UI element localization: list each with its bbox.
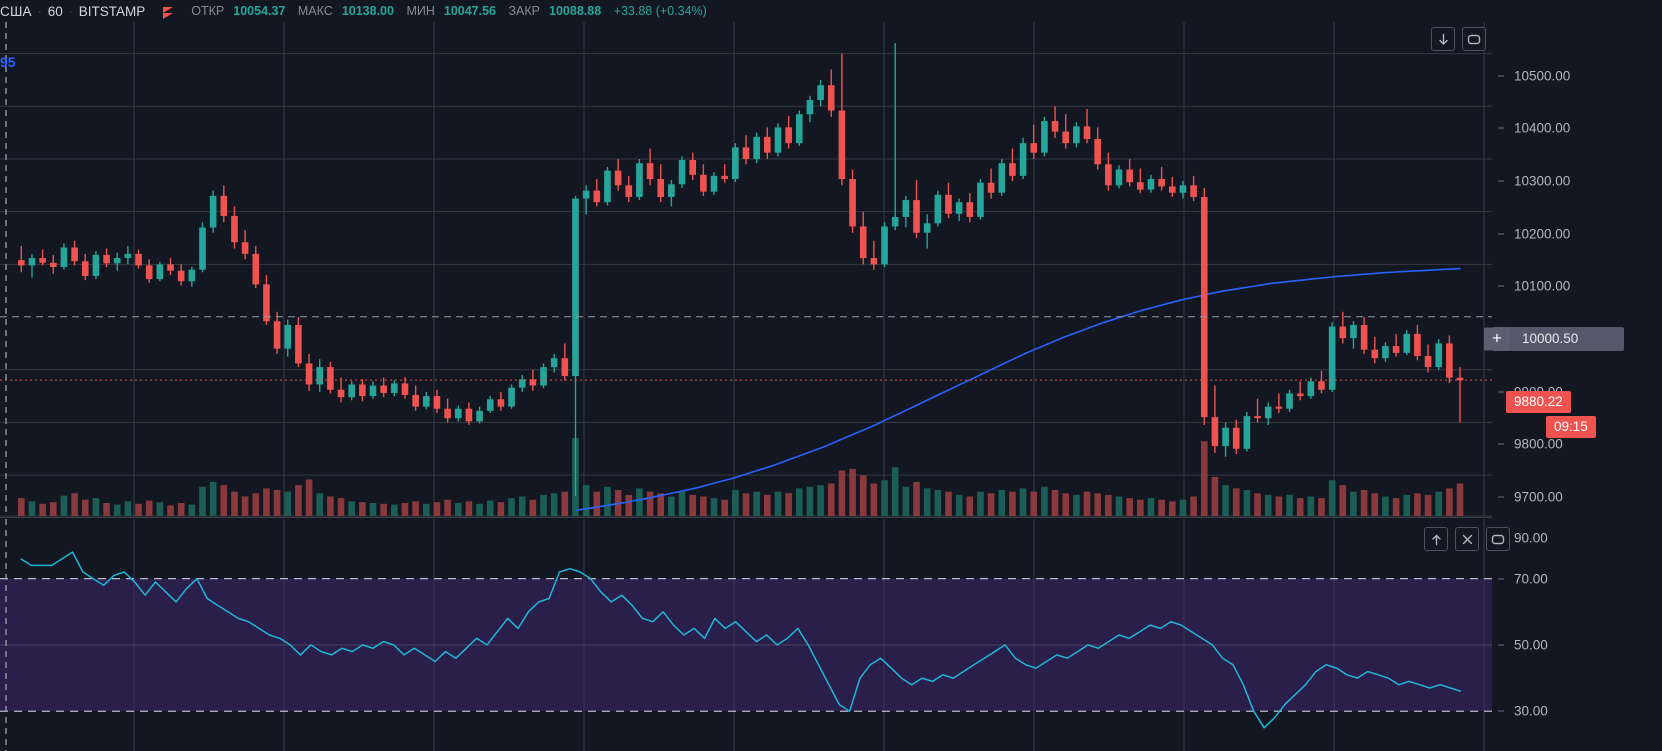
price-axis-tick-label: 10400.00 [1514, 120, 1571, 136]
maximize-icon [1491, 533, 1505, 546]
price-axis-tick-label: 9700.00 [1514, 489, 1563, 505]
rsi-axis[interactable]: 70.00 50.00 30.00 [1492, 519, 1662, 751]
price-axis-tick-label: 9800.00 [1514, 436, 1563, 452]
maximize-pane-button[interactable] [1486, 527, 1510, 551]
legend-separator: · [37, 4, 42, 18]
rsi-plot-area[interactable] [0, 519, 1492, 751]
price-axis-tick-label: 10100.00 [1514, 278, 1571, 294]
countdown-time-label: 09:15 [1546, 416, 1596, 439]
axis-tick [1498, 75, 1504, 77]
rsi-chart-svg [0, 519, 1492, 751]
arrow-down-icon [1437, 33, 1450, 46]
candle-red-icon [161, 6, 175, 20]
chart-legend: США · 60 · BITSTAMP ОТКР 10054.37 МАКС 101… [0, 0, 1662, 22]
maximize-icon [1467, 33, 1481, 46]
price-axis-tick-label: 10300.00 [1514, 173, 1571, 189]
axis-tick [1498, 180, 1504, 182]
scroll-to-realtime-button[interactable] [1431, 27, 1455, 51]
price-axis[interactable]: 10500.00 10400.00 10300.00 10200.00 10100.00… [1484, 22, 1662, 546]
price-chart-svg [0, 22, 1492, 518]
close-pane-button[interactable] [1455, 527, 1479, 551]
rsi-axis-tick-label: 50.00 [1514, 637, 1548, 653]
high-value: 10138.00 [341, 4, 394, 18]
high-label: МАКС [297, 4, 333, 18]
ohlc-values: ОТКР 10054.37 МАКС 10138.00 МИН 10047.56 ЗА… [191, 4, 715, 18]
axis-tick [1498, 127, 1504, 129]
price-pane: 10500.00 10400.00 10300.00 10200.00 10100.00… [0, 22, 1662, 546]
rsi-pane: 70.00 50.00 30.00 [0, 519, 1662, 751]
timeframe-label[interactable]: 60 [47, 3, 63, 19]
rsi-axis-tick-label: 30.00 [1514, 703, 1548, 719]
axis-tick [1498, 578, 1504, 580]
low-label: МИН [406, 4, 435, 18]
close-icon [1461, 533, 1474, 546]
axis-tick [1498, 443, 1504, 445]
axis-tick [1498, 285, 1504, 287]
price-plot-area[interactable] [0, 22, 1492, 518]
crosshair-plus-icon[interactable]: + [1484, 327, 1510, 351]
close-label: ЗАКР [508, 4, 541, 18]
price-axis-tick-label: 10500.00 [1514, 68, 1571, 84]
crosshair-price-label: 10000.50 [1492, 326, 1624, 351]
open-value: 10054.37 [233, 4, 286, 18]
price-pane-buttons [1431, 27, 1486, 51]
axis-tick [1498, 710, 1504, 712]
change-value: +33.88 (+0.34%) [613, 4, 707, 18]
axis-tick [1498, 391, 1504, 393]
exchange-label[interactable]: BITSTAMP [78, 3, 146, 19]
arrow-up-icon [1430, 533, 1443, 546]
axis-tick [1498, 496, 1504, 498]
rsi-axis-tick-label: 70.00 [1514, 571, 1548, 587]
price-axis-tick-label: 10200.00 [1514, 226, 1571, 242]
open-label: ОТКР [191, 4, 225, 18]
low-value: 10047.56 [443, 4, 497, 18]
pane-separator[interactable] [0, 517, 1492, 518]
axis-tick [1498, 233, 1504, 235]
rsi-pane-buttons [1424, 527, 1510, 551]
symbol-label[interactable]: США [0, 3, 32, 19]
ghost-price-text: 95 [0, 54, 16, 70]
close-value: 10088.88 [549, 4, 602, 18]
last-price-label: 9880.22 [1506, 391, 1571, 414]
maximize-pane-button[interactable] [1462, 27, 1486, 51]
move-pane-up-button[interactable] [1424, 527, 1448, 551]
legend-separator: · [68, 4, 73, 18]
axis-tick [1498, 644, 1504, 646]
volume-axis-label: 90.00 [1514, 530, 1548, 546]
